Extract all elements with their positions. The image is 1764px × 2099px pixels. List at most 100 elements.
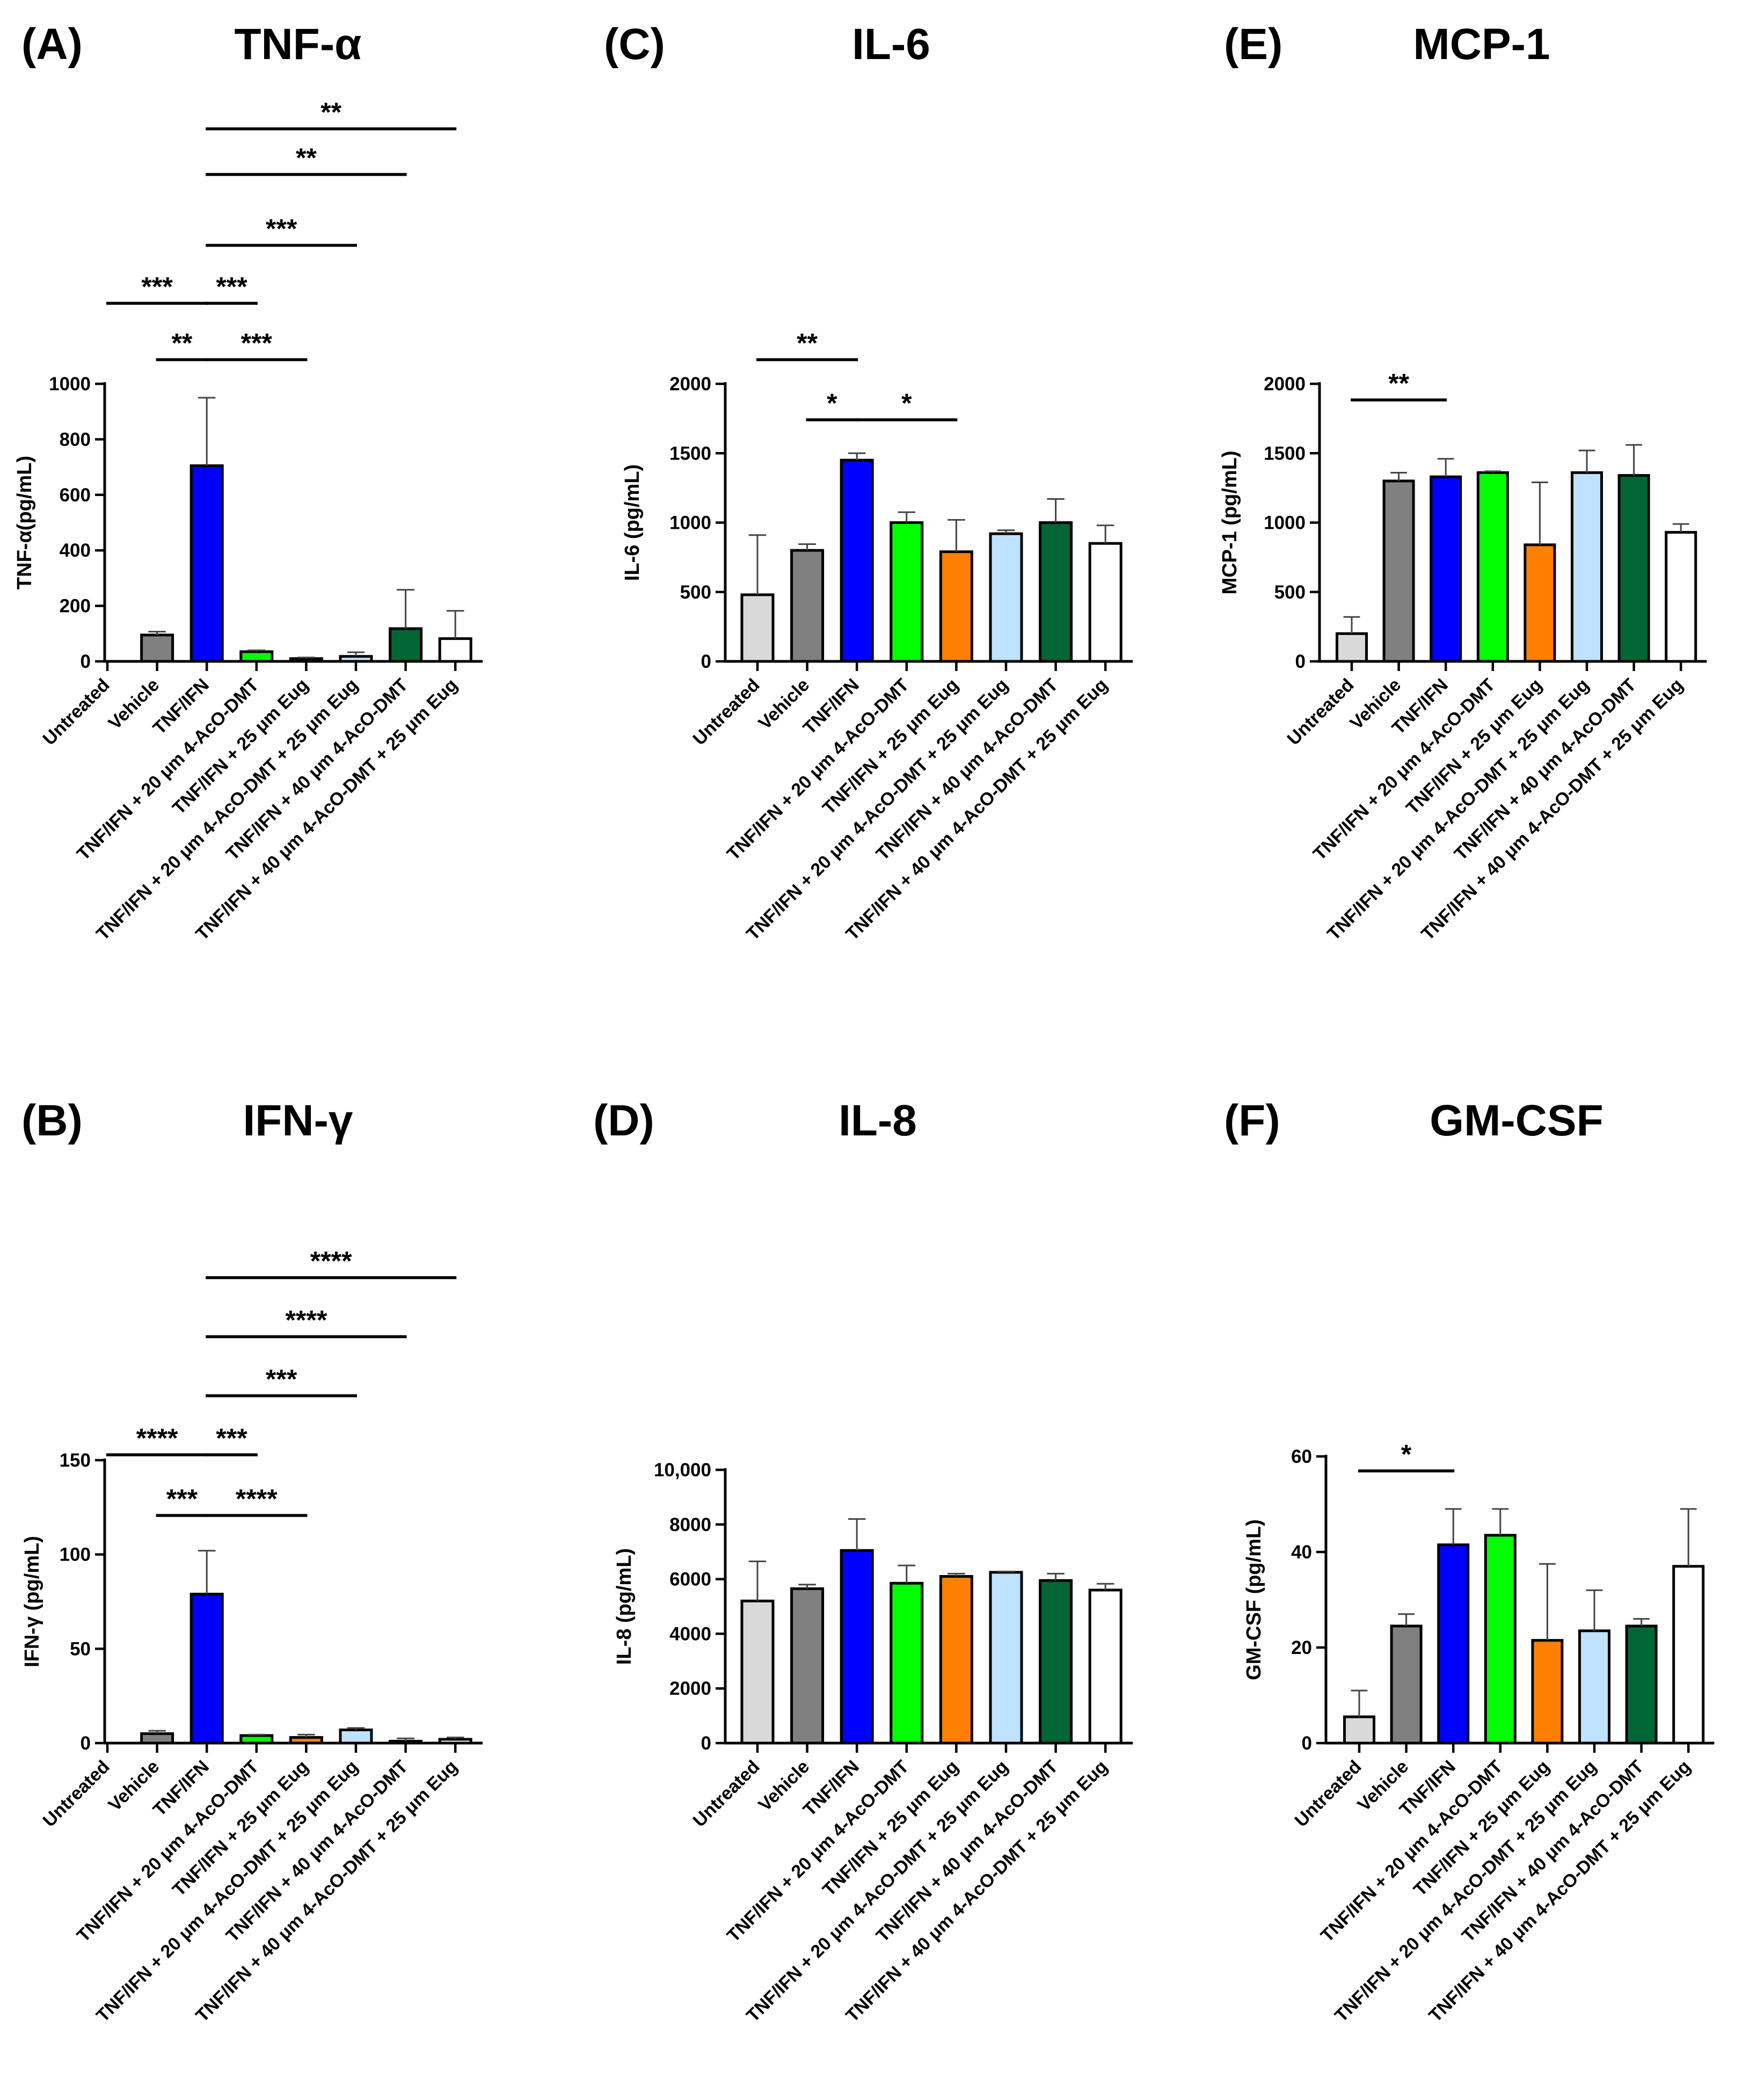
bar bbox=[1382, 479, 1415, 663]
significance-label: * bbox=[901, 388, 912, 418]
panel-d: (D) IL-8 0 2000 4000 6000 8000 10,000 IL-8 (pg/m… bbox=[593, 1096, 1133, 2026]
x-category-label: TNF/IFN + 40 μm 4-AcO-DMT bbox=[222, 1757, 412, 1947]
significance-label: *** bbox=[166, 1484, 198, 1514]
bar bbox=[1665, 531, 1697, 663]
bar bbox=[740, 1599, 775, 1745]
bar bbox=[1336, 632, 1368, 663]
bar bbox=[989, 532, 1023, 663]
x-category-label: Untreated bbox=[1291, 1757, 1366, 1831]
y-axis-label: IL-8 (pg/mL) bbox=[613, 1548, 636, 1665]
x-category-label: Untreated bbox=[689, 675, 764, 749]
bar bbox=[140, 633, 174, 663]
significance-label: * bbox=[1401, 1439, 1412, 1469]
significance-label: **** bbox=[136, 1423, 178, 1453]
y-tick-label: 10,000 bbox=[654, 1460, 711, 1481]
y-tick-label: 200 bbox=[60, 596, 91, 617]
bar bbox=[1484, 1534, 1517, 1745]
bar bbox=[1039, 1579, 1073, 1745]
bar bbox=[289, 657, 323, 663]
bar bbox=[438, 637, 472, 663]
bar bbox=[339, 655, 373, 663]
bar bbox=[189, 464, 224, 663]
x-category-label: TNF/IFN + 40 μm 4-AcO-DMT bbox=[872, 675, 1062, 865]
bar bbox=[239, 1734, 274, 1745]
panel-label: (B) bbox=[21, 1096, 83, 1145]
y-tick-label: 1500 bbox=[669, 443, 711, 464]
panel-c: (C) IL-6 0 500 1000 1500 2000 IL-6 (pg/mL) Untre… bbox=[604, 20, 1133, 944]
bar bbox=[289, 1736, 323, 1745]
y-tick-label: 600 bbox=[60, 485, 91, 506]
y-tick-label: 50 bbox=[70, 1638, 91, 1659]
y-tick-label: 60 bbox=[1291, 1446, 1312, 1467]
y-tick-label: 0 bbox=[701, 651, 711, 672]
significance-label: **** bbox=[310, 1246, 352, 1276]
panel-e: (E) MCP-1 0 500 1000 1500 2000 MCP-1 (pg/mL) Unt… bbox=[1219, 20, 1707, 944]
significance-label: *** bbox=[141, 272, 173, 302]
x-category-label: Untreated bbox=[1284, 675, 1358, 749]
x-category-label: TNF/IFN + 40 μm 4-AcO-DMT bbox=[222, 675, 412, 865]
panel-label: (E) bbox=[1224, 20, 1282, 69]
panel-title: IL-6 bbox=[852, 20, 930, 69]
bar bbox=[140, 1732, 174, 1745]
panel-label: (C) bbox=[604, 20, 665, 69]
significance-label: ** bbox=[797, 328, 818, 358]
y-tick-label: 4000 bbox=[669, 1623, 711, 1644]
y-axis-label: IL-6 (pg/mL) bbox=[621, 464, 644, 581]
y-tick-label: 20 bbox=[1291, 1637, 1312, 1658]
panel-title: GM-CSF bbox=[1430, 1096, 1603, 1145]
y-axis-label: GM-CSF (pg/mL) bbox=[1243, 1519, 1265, 1680]
bar bbox=[339, 1728, 373, 1745]
y-tick-label: 400 bbox=[60, 540, 91, 561]
bar bbox=[1531, 1639, 1564, 1745]
y-tick-label: 8000 bbox=[669, 1514, 711, 1535]
bar bbox=[989, 1571, 1023, 1745]
x-category-label: TNF/IFN + 20 μm 4-AcO-DMT bbox=[73, 675, 263, 865]
significance-label: ** bbox=[320, 97, 341, 127]
y-tick-label: 500 bbox=[680, 582, 711, 603]
y-tick-label: 150 bbox=[60, 1450, 91, 1471]
significance-label: **** bbox=[285, 1305, 327, 1335]
panel-title: TNF-α bbox=[234, 20, 361, 69]
bar bbox=[1437, 1543, 1470, 1745]
y-tick-label: 0 bbox=[81, 651, 91, 672]
panel-title: IFN-γ bbox=[243, 1096, 353, 1145]
y-tick-label: 0 bbox=[701, 1733, 711, 1754]
panel-label: (D) bbox=[593, 1096, 654, 1145]
bar bbox=[939, 550, 973, 663]
bar bbox=[1476, 471, 1509, 663]
bar bbox=[189, 1592, 224, 1745]
significance-label: ** bbox=[296, 143, 317, 173]
y-tick-label: 1000 bbox=[669, 513, 711, 534]
significance-label: **** bbox=[236, 1484, 278, 1514]
significance-label: ** bbox=[1388, 368, 1409, 398]
significance-label: *** bbox=[266, 214, 297, 244]
significance-label: *** bbox=[216, 272, 247, 302]
y-tick-label: 1500 bbox=[1264, 443, 1306, 464]
bar bbox=[389, 1739, 423, 1745]
y-tick-label: 100 bbox=[60, 1544, 91, 1565]
y-tick-label: 0 bbox=[1295, 651, 1306, 672]
bar bbox=[840, 1549, 874, 1745]
panel-label: (A) bbox=[21, 20, 83, 69]
significance-label: * bbox=[827, 388, 837, 418]
x-category-label: Untreated bbox=[39, 675, 114, 749]
bar bbox=[1617, 474, 1650, 663]
y-tick-label: 0 bbox=[81, 1733, 91, 1754]
y-tick-label: 6000 bbox=[669, 1569, 711, 1590]
y-tick-label: 2000 bbox=[1264, 374, 1306, 395]
bar bbox=[840, 458, 874, 663]
bar bbox=[890, 521, 924, 663]
panel-title: IL-8 bbox=[839, 1096, 917, 1145]
bar bbox=[1524, 543, 1556, 663]
significance-label: ** bbox=[171, 328, 192, 358]
y-axis-label: TNF-α(pg/mL) bbox=[13, 456, 36, 589]
y-axis-label: MCP-1 (pg/mL) bbox=[1219, 450, 1241, 594]
y-tick-label: 500 bbox=[1274, 582, 1306, 603]
bar bbox=[1039, 521, 1073, 663]
bar bbox=[1390, 1624, 1423, 1745]
x-category-label: TNF/IFN + 20 μm 4-AcO-DMT bbox=[73, 1757, 263, 1947]
x-category-label: TNF/IFN + 20 μm 4-AcO-DMT bbox=[723, 675, 913, 865]
